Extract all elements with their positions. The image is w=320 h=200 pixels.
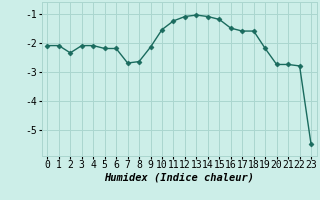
X-axis label: Humidex (Indice chaleur): Humidex (Indice chaleur) bbox=[104, 173, 254, 183]
